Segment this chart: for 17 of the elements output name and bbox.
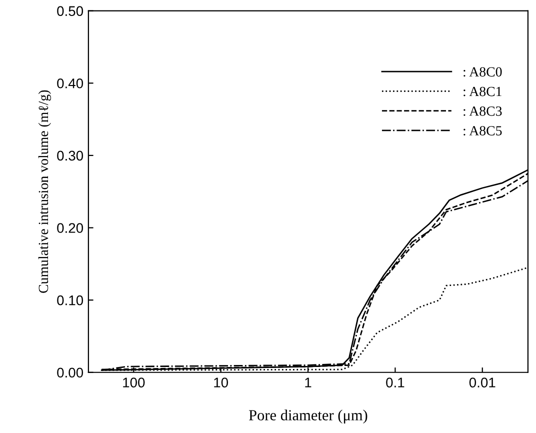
x-tick-label: 10 [214, 378, 228, 388]
legend-label: : A8C5 [464, 126, 502, 136]
y-tick-label: 0.40 [57, 78, 84, 88]
y-tick-label: 0.00 [57, 368, 84, 378]
y-tick-label: 0.50 [57, 6, 84, 16]
y-axis-title: Cumulative intrusion volume (mℓ/g) [38, 90, 51, 293]
x-tick-label: 0.1 [386, 378, 404, 388]
y-tick-label: 0.20 [57, 223, 84, 233]
x-tick-label: 0.01 [469, 378, 496, 388]
legend-label: : A8C0 [464, 67, 502, 77]
x-tick-label: 100 [123, 378, 145, 388]
legend-label: : A8C1 [464, 86, 502, 96]
y-tick-label: 0.10 [57, 295, 84, 306]
y-tick-label: 0.30 [57, 150, 84, 161]
legend-label: : A8C3 [464, 106, 502, 116]
x-axis-title: Pore diameter (μm) [248, 410, 368, 424]
x-tick-label: 1 [305, 378, 312, 388]
